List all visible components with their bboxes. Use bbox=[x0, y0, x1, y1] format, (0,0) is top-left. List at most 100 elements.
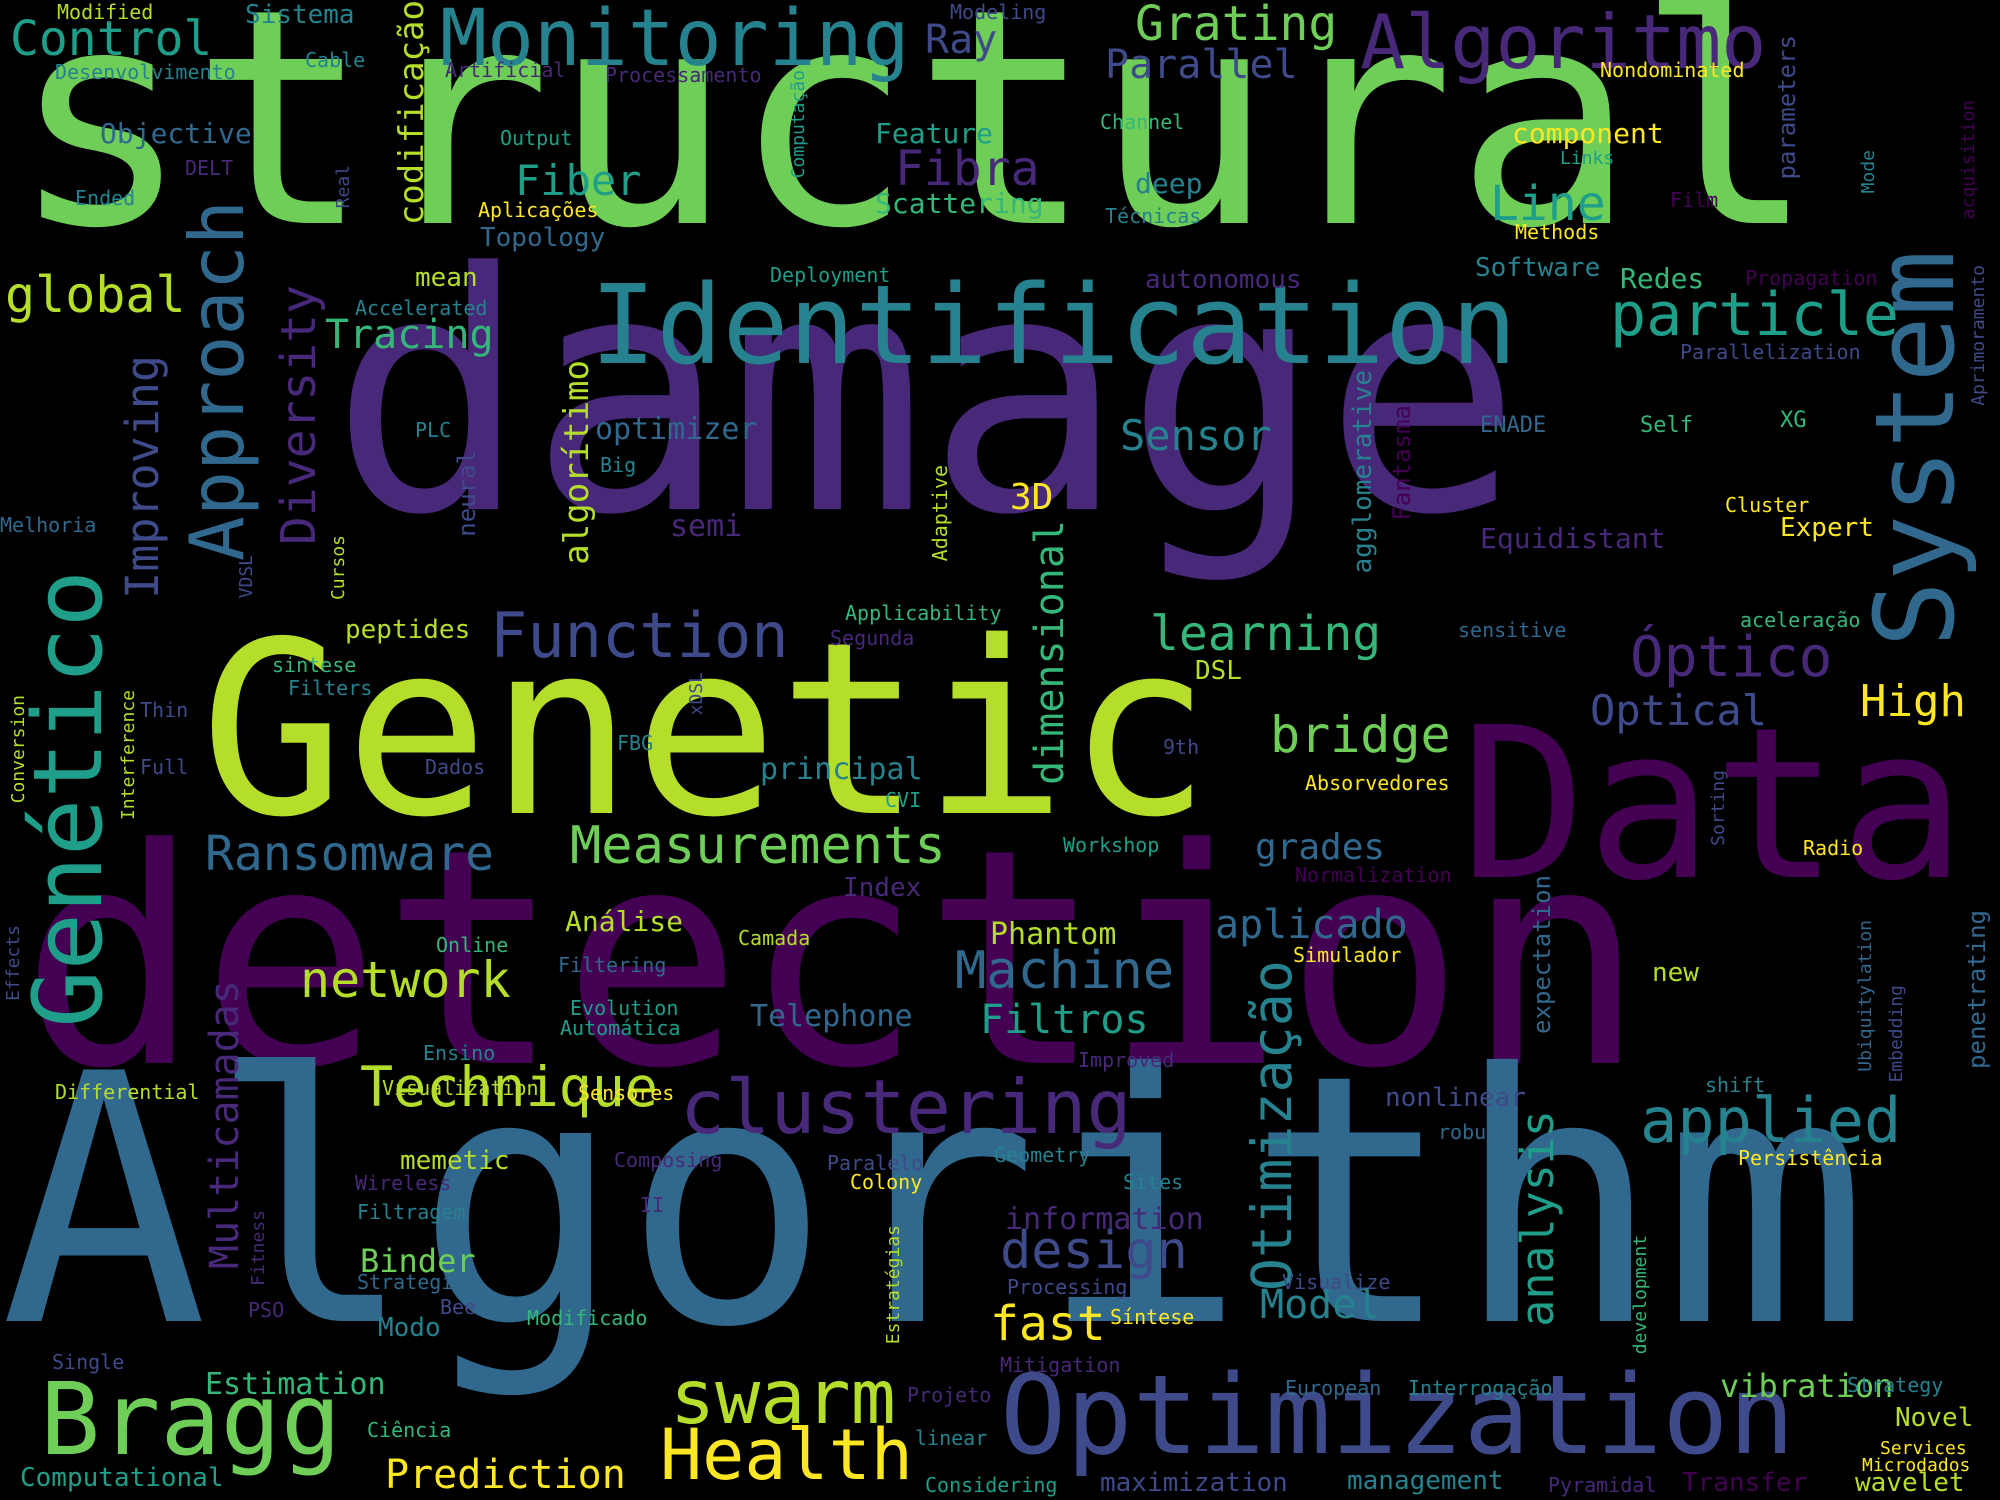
word-sensitive: sensitive bbox=[1458, 618, 1567, 642]
word-peptides: peptides bbox=[345, 615, 471, 645]
word-algoritmo: Algoritmo bbox=[1360, 0, 1767, 86]
word-sistema: Sistema bbox=[245, 0, 355, 30]
word-line: Line bbox=[1490, 176, 1606, 232]
word-equidistant: Equidistant bbox=[1480, 522, 1666, 555]
word-high: High bbox=[1860, 676, 1966, 727]
word-aplicado: aplicado bbox=[1215, 902, 1408, 948]
word-learning: learning bbox=[1150, 606, 1382, 662]
word-thin: Thin bbox=[140, 698, 189, 722]
word-cursos: Cursos bbox=[328, 535, 349, 601]
word-propagation: Propagation bbox=[1745, 266, 1878, 290]
word-fast: fast bbox=[990, 1296, 1106, 1352]
word-parallelization: Parallelization bbox=[1680, 340, 1861, 364]
word-cvi: CVI bbox=[885, 788, 922, 812]
word-applicability: Applicability bbox=[845, 601, 1002, 625]
word-strategy: Strategy bbox=[1847, 1373, 1944, 1397]
word-control: Control bbox=[10, 11, 213, 67]
word-principal: principal bbox=[760, 752, 923, 787]
word-improving: Improving bbox=[116, 355, 169, 599]
word-computacao: Computação bbox=[788, 70, 809, 179]
word-particle: particle bbox=[1610, 280, 1899, 350]
word-projeto: Projeto bbox=[907, 1383, 992, 1407]
word-objective: Objective bbox=[100, 117, 252, 150]
word-autonomous: autonomous bbox=[1145, 265, 1302, 295]
word-cable: Cable bbox=[305, 48, 366, 72]
word-simulador: Simulador bbox=[1293, 943, 1402, 967]
word-filtering: Filtering bbox=[558, 953, 667, 977]
word-ii: II bbox=[640, 1193, 665, 1217]
word-grating: Grating bbox=[1135, 0, 1338, 52]
word-cluster: Cluster bbox=[1725, 493, 1810, 517]
word-plc: PLC bbox=[415, 418, 452, 442]
word-measurements: Measurements bbox=[570, 816, 946, 876]
word-interference: Interference bbox=[118, 690, 139, 821]
word-modificado: Modificado bbox=[527, 1306, 648, 1330]
word-detection: detection bbox=[20, 785, 1646, 1134]
word-new: new bbox=[1652, 958, 1699, 988]
word-adaptive: Adaptive bbox=[928, 465, 952, 562]
word-optimization: Optimization bbox=[1000, 1351, 1795, 1479]
word-radio: Radio bbox=[1803, 836, 1864, 860]
word-swarm: swarm bbox=[670, 1353, 896, 1441]
word-tracing: Tracing bbox=[325, 312, 494, 358]
word-microdados: Microdados bbox=[1862, 1455, 1971, 1476]
word-big: Big bbox=[600, 453, 637, 477]
word-paralelo: Paralelo bbox=[827, 1151, 924, 1175]
word-linear: linear bbox=[915, 1426, 988, 1450]
word-genetic: Genetic bbox=[200, 590, 1212, 870]
word-optical: Optical bbox=[1590, 686, 1768, 735]
word-topology: Topology bbox=[480, 223, 606, 253]
word-vibration: vibration bbox=[1720, 1367, 1894, 1405]
word-machine: Machine bbox=[955, 941, 1175, 1001]
word-ensino: Ensino bbox=[423, 1041, 496, 1065]
word-segunda: Segunda bbox=[830, 626, 915, 650]
word-mode: Mode bbox=[1858, 150, 1879, 194]
word-considering: Considering bbox=[925, 1473, 1058, 1497]
word-interrogacao: Interrogação bbox=[1408, 1376, 1553, 1400]
word-genetico: Genético bbox=[14, 570, 124, 1028]
word-information: information bbox=[1005, 1202, 1204, 1237]
word-fiber: Fiber bbox=[515, 156, 642, 205]
word-neural: neural bbox=[453, 450, 481, 537]
word-xg: XG bbox=[1780, 408, 1807, 433]
word-parallel: Parallel bbox=[1105, 42, 1298, 88]
word-tecnicas: Técnicas bbox=[1105, 204, 1202, 228]
word-telephone: Telephone bbox=[750, 999, 913, 1034]
word-ransomware: Ransomware bbox=[205, 826, 494, 882]
word-fitness: Fitness bbox=[248, 1210, 269, 1286]
word-global: global bbox=[5, 266, 186, 324]
word-normalization: Normalization bbox=[1295, 863, 1452, 887]
word-modeling: Modeling bbox=[950, 0, 1047, 24]
word-ubiquitylation: Ubiquitylation bbox=[1855, 920, 1876, 1072]
word-persistencia: Persistência bbox=[1738, 1146, 1883, 1170]
word-binder: Binder bbox=[360, 1242, 476, 1280]
word-robust: robust bbox=[1438, 1120, 1511, 1144]
word-novel: Novel bbox=[1895, 1403, 1974, 1433]
word-deployment: Deployment bbox=[770, 263, 891, 287]
word-multicamadas: Multicamadas bbox=[202, 980, 248, 1269]
word-aprimoramento: Aprimoramento bbox=[1968, 265, 1989, 406]
word-nondominated: Nondominated bbox=[1600, 58, 1745, 82]
word-full: Full bbox=[140, 755, 189, 779]
word-nonlinear: nonlinear bbox=[1385, 1083, 1526, 1113]
word-links: Links bbox=[1560, 148, 1615, 169]
word-redes: Redes bbox=[1620, 262, 1705, 295]
word-artificial: Artificial bbox=[445, 58, 566, 82]
word-sensor: Sensor bbox=[1120, 411, 1272, 460]
word-acquisition: acquisition bbox=[1958, 100, 1979, 220]
word-accelerated: Accelerated bbox=[355, 296, 488, 320]
word-ciencia: Ciência bbox=[367, 1418, 452, 1442]
word-computational: Computational bbox=[20, 1463, 224, 1493]
word-filtragem: Filtragem bbox=[357, 1200, 466, 1224]
word-geometry: Geometry bbox=[994, 1143, 1091, 1167]
word-online: Online bbox=[436, 933, 509, 957]
word-evolution: Evolution bbox=[570, 996, 679, 1020]
word-algoritimo: algorítimo bbox=[557, 360, 597, 565]
word-fibra: Fibra bbox=[895, 141, 1040, 197]
word-wavelet: wavelet bbox=[1855, 1468, 1965, 1498]
word-colony: Colony bbox=[850, 1170, 923, 1194]
word-processamento: Processamento bbox=[605, 63, 762, 87]
word-transfer: Transfer bbox=[1682, 1468, 1808, 1498]
word-expectation: expectation bbox=[1528, 875, 1556, 1034]
word-modo: Modo bbox=[378, 1313, 441, 1343]
